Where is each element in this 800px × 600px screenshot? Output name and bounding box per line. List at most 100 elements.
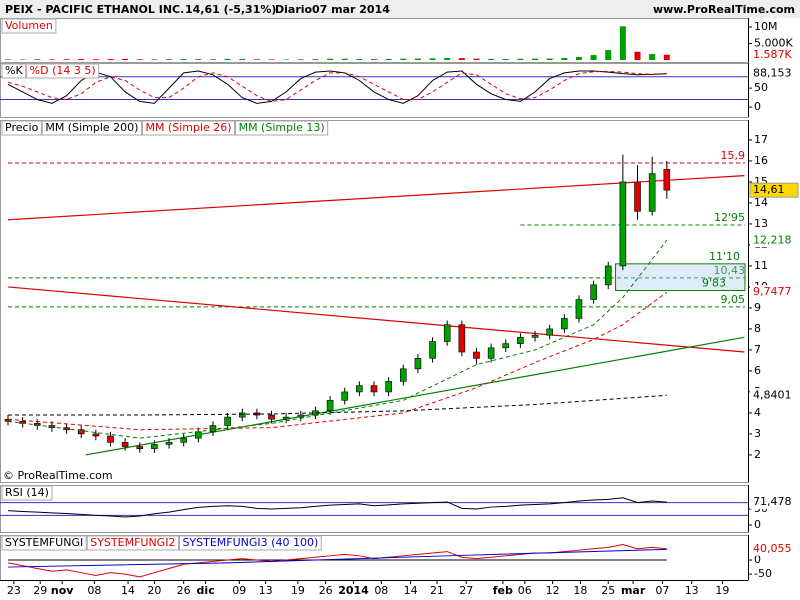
candle-body [517,337,524,344]
volume-bar [92,59,99,61]
series-line [7,548,667,568]
value-label: 9,7477 [753,285,792,298]
candle-body [663,169,671,191]
y-tick-label: 50 [754,81,768,94]
legend-box [1,120,42,136]
candle-body [443,324,451,342]
candle-body [429,341,436,359]
candle-body [385,381,392,393]
y-tick-label: 2 [754,448,761,461]
candle-body [180,437,187,443]
x-tick-label: 25 [601,584,615,597]
volume-bar [532,58,539,61]
zone-label: 11'10 [709,250,740,263]
y-tick-label: 6 [754,364,761,377]
candle-body [531,334,539,338]
x-tick-label: 06 [518,584,532,597]
volume-bar [517,58,524,61]
volume-bar [575,57,582,61]
candle-body [575,299,583,319]
value-label: 12,218 [753,233,792,246]
volume-bar [590,55,597,61]
legend-label: %D (14 3 5) [30,64,96,77]
volume-bar [34,59,41,61]
candle-body [458,324,466,353]
candle-body [107,435,114,443]
candle-body [297,414,305,418]
x-tick-label: 13 [259,584,273,597]
legend-box [41,120,142,136]
candle-body [92,433,100,437]
value-label: 40,055 [753,542,792,555]
volume-bar [414,58,421,61]
site: www.ProRealTime.com [653,3,795,16]
value-label: 14,61 [753,183,785,196]
legend-label: SYSTEMFUNGI3 (40 100) [182,536,318,549]
x-tick-label: 29 [33,584,47,597]
volume-bar [151,59,158,61]
x-tick-label: 07 [655,584,669,597]
candle-body [282,416,290,420]
legend-label: MM (Simple 200) [45,121,138,134]
trendline [7,286,745,353]
volume-bar [78,59,85,61]
candle-body [195,431,202,439]
legend-box [178,535,322,551]
y-tick-label: 0 [754,518,761,531]
panel [0,120,749,483]
panel [0,485,749,533]
volume-bar [561,58,568,61]
level-label: 10,43 [714,264,746,277]
legend-label: MM (Simple 26) [145,121,231,134]
candle-body [238,412,246,418]
y-tick-label: 3 [754,427,761,440]
date: 07 mar 2014 [312,3,390,16]
trendline [7,175,745,221]
volume-bar [297,59,304,61]
candle-body [399,368,407,382]
symbol: PEIX - PACIFIC ETHANOL INC. [5,3,184,16]
candle-body [590,284,597,300]
candle-body [473,351,480,359]
x-tick-label: dic [197,584,215,597]
y-tick-label: 11 [754,259,768,272]
candle-body [604,265,612,286]
x-tick-label: 08 [374,584,388,597]
value-label-box [750,495,798,510]
volume-bar [239,59,246,61]
candle-body [648,173,656,212]
x-tick-label: 18 [573,584,587,597]
candle-body [224,416,231,426]
volume-bar [195,59,202,61]
candle-body [414,358,422,370]
x-tick-label: 09 [232,584,246,597]
legend-box [26,63,100,79]
x-tick-label: 12 [546,584,560,597]
y-tick-label: 5.000K [754,36,793,49]
candle-body [121,442,129,447]
x-tick-label: 19 [715,584,729,597]
volume-bar [48,59,55,61]
candle-body [341,391,349,401]
value-label: 88,153 [753,67,792,80]
y-tick-label: 7 [754,343,761,356]
panel [0,63,749,118]
volume-bar [327,58,334,61]
legend-label: Volumen [5,19,53,32]
candle-body [502,343,510,349]
volume-bar [209,59,216,61]
volume-bar [429,58,436,61]
y-tick-label: 10M [754,20,778,33]
value-label-box [750,66,798,81]
series-line [8,394,667,416]
value-label-box [750,388,798,403]
y-tick-label: 14 [754,196,768,209]
y-tick-label: 16 [754,154,768,167]
volume-bar [224,58,231,61]
period: Diario [275,3,313,16]
series-line [7,240,668,439]
candle-body [619,181,627,267]
trendline [85,336,745,456]
volume-bar [63,59,70,61]
legend-box [86,535,179,551]
